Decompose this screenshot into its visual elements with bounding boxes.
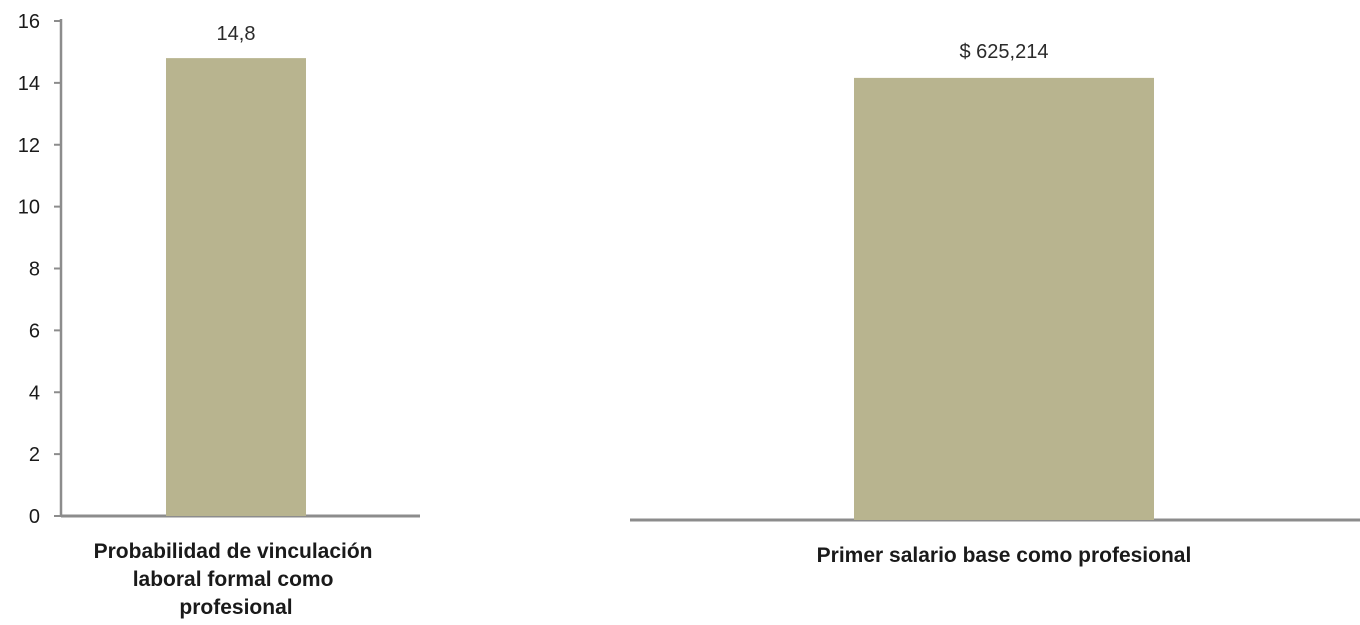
chart-first-salary: $ 625,214 Primer salario base como profe… xyxy=(630,41,1360,567)
y-tick-label: 4 xyxy=(29,382,40,404)
y-axis-ticks: 0 2 4 6 8 10 12 14 16 xyxy=(18,11,61,528)
category-label-line: profesional xyxy=(179,596,292,619)
category-label-line: Primer salario base como profesional xyxy=(817,544,1192,567)
data-label-job-probability: 14,8 xyxy=(217,23,256,45)
data-label-first-salary: $ 625,214 xyxy=(960,41,1049,63)
category-label-line: Probabilidad de vinculación xyxy=(94,540,373,563)
chart-job-probability: 0 2 4 6 8 10 12 14 16 14,8 Probabilidad de vincu… xyxy=(18,11,420,619)
y-tick-label: 16 xyxy=(18,11,40,33)
y-tick-label: 10 xyxy=(18,197,40,219)
y-tick-label: 8 xyxy=(29,259,40,281)
y-tick-label: 12 xyxy=(18,135,40,157)
category-label-job-probability: Probabilidad de vinculación laboral form… xyxy=(94,540,379,619)
y-tick-label: 2 xyxy=(29,444,40,466)
category-label-line: laboral formal como xyxy=(133,568,334,591)
category-label-first-salary: Primer salario base como profesional xyxy=(817,544,1192,567)
y-tick-label: 0 xyxy=(29,506,40,528)
y-tick-label: 6 xyxy=(29,320,40,342)
y-tick-label: 14 xyxy=(18,73,40,95)
bar-job-probability xyxy=(166,58,306,516)
bar-first-salary xyxy=(854,77,1154,520)
